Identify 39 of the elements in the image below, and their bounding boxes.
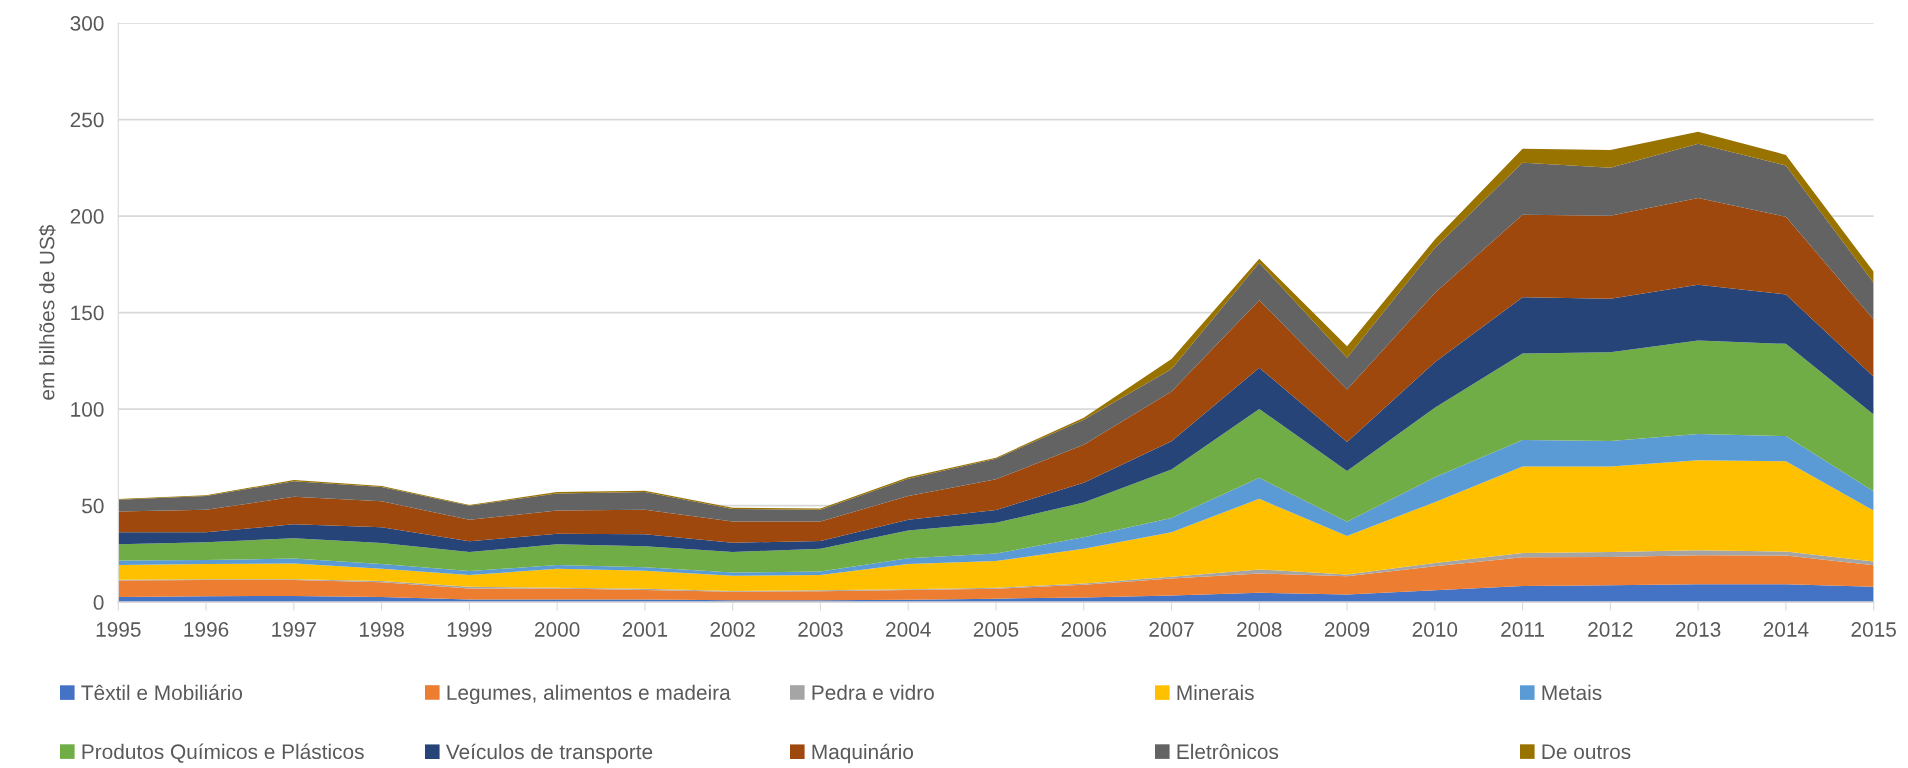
x-tick-label: 2001	[622, 622, 668, 637]
x-tick-label: 2000	[535, 622, 580, 637]
y-tick-label: 300	[70, 16, 104, 31]
y-axis-title: em bilhões de US$	[38, 224, 56, 400]
y-tick-label: 50	[82, 498, 104, 514]
x-tick-label: 2013	[1676, 622, 1721, 637]
legend-label: Legumes, alimentos e madeira	[447, 684, 731, 705]
x-tick-label: 2003	[798, 622, 843, 637]
y-tick-label: 0	[93, 595, 104, 610]
x-tick-label: 2006	[1061, 622, 1106, 637]
x-tick-label: 2008	[1237, 622, 1282, 637]
x-tick-label: 1998	[360, 622, 404, 637]
x-tick-label: 1999	[447, 622, 492, 637]
legend-label: Metais	[1542, 684, 1602, 701]
x-tick-label: 2015	[1851, 622, 1896, 637]
legend-label: Minerais	[1177, 684, 1254, 701]
legend-label: Eletrônicos	[1177, 743, 1279, 760]
x-tick-label: 1995	[96, 622, 141, 637]
y-tick-label: 100	[71, 402, 104, 417]
x-tick-label: 2014	[1763, 622, 1809, 637]
x-tick-label: 2012	[1588, 622, 1633, 637]
x-tick-label: 2010	[1412, 622, 1458, 637]
legend-label: Maquinário	[812, 743, 914, 764]
legend-label: Veículos de transporte	[445, 743, 653, 764]
legend-label: De outros	[1542, 744, 1631, 760]
x-tick-label: 1997	[272, 622, 316, 637]
y-tick-label: 150	[71, 305, 104, 321]
x-tick-label: 2009	[1324, 622, 1370, 637]
x-tick-label: 2002	[710, 622, 755, 637]
x-tick-label: 1996	[184, 622, 229, 637]
legend-label: Produtos Químicos e Plásticos	[82, 743, 364, 763]
y-tick-label: 250	[70, 112, 104, 128]
y-tick-label: 200	[70, 209, 104, 224]
x-tick-label: 2005	[973, 622, 1019, 637]
legend-label: Pedra e vidro	[812, 684, 934, 700]
x-tick-label: 2004	[886, 622, 931, 637]
x-tick-label: 2011	[1501, 622, 1544, 637]
legend-label: Têxtil e Mobiliário	[81, 684, 243, 701]
x-tick-label: 2007	[1149, 622, 1194, 637]
